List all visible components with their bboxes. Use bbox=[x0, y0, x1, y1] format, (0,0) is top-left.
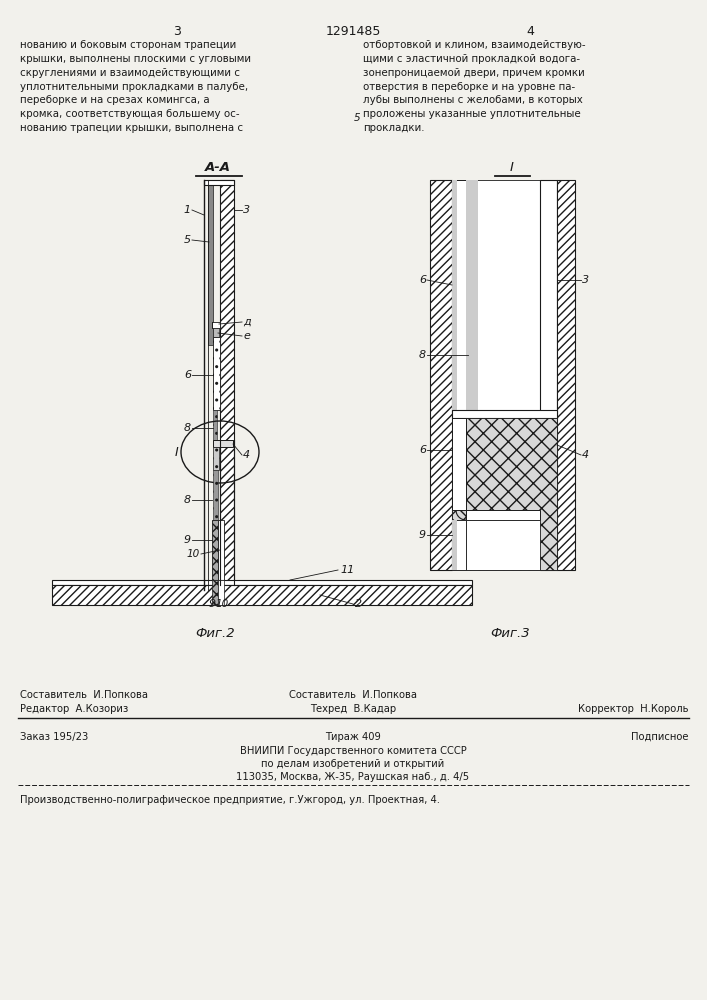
Bar bbox=[452, 180, 457, 410]
Text: 9: 9 bbox=[209, 599, 216, 609]
Text: д: д bbox=[243, 317, 251, 327]
Text: Составитель  И.Попкова: Составитель И.Попкова bbox=[20, 690, 148, 700]
Bar bbox=[452, 410, 557, 418]
Text: Фиг.3: Фиг.3 bbox=[490, 627, 530, 640]
Text: Подписное: Подписное bbox=[631, 732, 689, 742]
Text: 11: 11 bbox=[340, 565, 354, 575]
Text: нованию и боковым сторонам трапеции
крышки, выполнены плоскими с угловыми
скругл: нованию и боковым сторонам трапеции крыш… bbox=[20, 40, 251, 133]
Text: А-А: А-А bbox=[205, 161, 231, 174]
Text: Техред  В.Кадар: Техред В.Кадар bbox=[310, 704, 396, 714]
Bar bbox=[213, 337, 220, 410]
Text: 113035, Москва, Ж-35, Раушская наб., д. 4/5: 113035, Москва, Ж-35, Раушская наб., д. … bbox=[236, 772, 469, 782]
Text: 10: 10 bbox=[187, 549, 200, 559]
Bar bbox=[557, 180, 575, 570]
Bar bbox=[452, 520, 457, 570]
Bar bbox=[52, 585, 472, 605]
Bar bbox=[212, 520, 218, 585]
Text: по делам изобретений и открытий: по делам изобретений и открытий bbox=[262, 759, 445, 769]
Text: 4: 4 bbox=[582, 450, 589, 460]
Text: 10: 10 bbox=[216, 599, 228, 609]
Bar bbox=[466, 180, 540, 410]
Text: 6: 6 bbox=[184, 370, 191, 380]
Bar bbox=[466, 510, 540, 520]
Text: 8: 8 bbox=[419, 350, 426, 360]
Text: 4: 4 bbox=[526, 25, 534, 38]
Text: 3: 3 bbox=[173, 25, 181, 38]
Bar bbox=[213, 410, 217, 440]
Bar bbox=[452, 418, 466, 510]
Bar bbox=[452, 520, 466, 570]
Text: 3: 3 bbox=[243, 205, 250, 215]
Bar bbox=[213, 440, 233, 447]
Text: Заказ 195/23: Заказ 195/23 bbox=[20, 732, 88, 742]
Bar bbox=[213, 328, 219, 337]
Text: 1291485: 1291485 bbox=[325, 25, 380, 38]
Text: I: I bbox=[510, 161, 514, 174]
Text: 1: 1 bbox=[184, 205, 191, 215]
Bar bbox=[212, 322, 220, 328]
Text: Фиг.2: Фиг.2 bbox=[195, 627, 235, 640]
Bar bbox=[208, 182, 213, 345]
Bar bbox=[220, 180, 234, 590]
Text: ВНИИПИ Государственного комитета СССР: ВНИИПИ Государственного комитета СССР bbox=[240, 746, 467, 756]
Text: 9: 9 bbox=[184, 535, 191, 545]
Text: 3: 3 bbox=[582, 275, 589, 285]
Text: Составитель  И.Попкова: Составитель И.Попкова bbox=[289, 690, 417, 700]
Text: 9: 9 bbox=[419, 530, 426, 540]
Text: 2: 2 bbox=[355, 599, 362, 609]
Bar bbox=[452, 520, 466, 570]
Bar bbox=[218, 520, 224, 585]
Bar bbox=[452, 180, 466, 410]
Text: 4: 4 bbox=[243, 450, 250, 460]
Text: Тираж 409: Тираж 409 bbox=[325, 732, 381, 742]
Text: Корректор  Н.Король: Корректор Н.Король bbox=[578, 704, 689, 714]
Bar bbox=[204, 180, 234, 185]
Bar bbox=[218, 580, 224, 605]
Text: е: е bbox=[243, 331, 250, 341]
Bar bbox=[213, 470, 218, 520]
Text: Производственно-полиграфическое предприятие, г.Ужгород, ул. Проектная, 4.: Производственно-полиграфическое предприя… bbox=[20, 795, 440, 805]
Bar bbox=[220, 180, 234, 590]
Text: 8: 8 bbox=[184, 423, 191, 433]
Bar bbox=[466, 520, 540, 570]
Bar bbox=[430, 180, 452, 570]
Bar bbox=[466, 180, 478, 410]
Text: 6: 6 bbox=[419, 275, 426, 285]
Bar bbox=[213, 337, 220, 410]
Text: 6: 6 bbox=[419, 445, 426, 455]
Bar bbox=[213, 447, 219, 470]
Text: отбортовкой и клином, взаимодействую-
щими с эластичной прокладкой водога-
зонеп: отбортовкой и клином, взаимодействую- щи… bbox=[363, 40, 585, 133]
Text: I: I bbox=[175, 446, 179, 458]
Text: 5: 5 bbox=[354, 113, 361, 123]
Text: 8: 8 bbox=[184, 495, 191, 505]
Bar bbox=[52, 580, 472, 585]
Bar bbox=[212, 580, 218, 605]
Bar bbox=[540, 180, 557, 570]
Bar bbox=[452, 418, 557, 570]
Text: Редактор  А.Козориз: Редактор А.Козориз bbox=[20, 704, 128, 714]
Text: 5: 5 bbox=[184, 235, 191, 245]
